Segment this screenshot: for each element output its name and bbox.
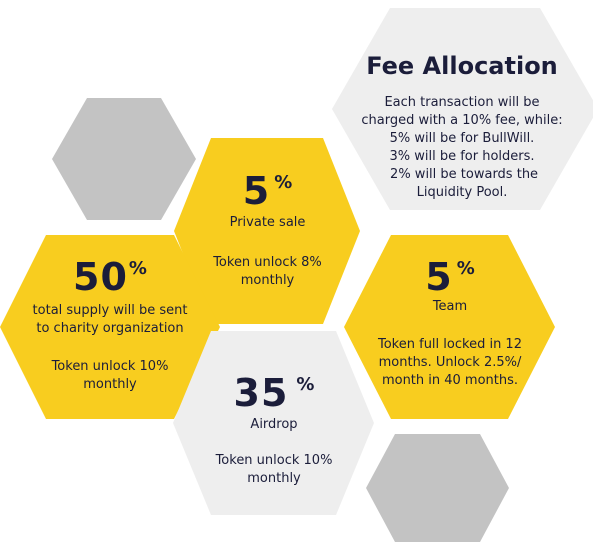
- private-sale-block: 5% Private sale Token unlock 8% monthly: [190, 172, 345, 290]
- team-note: month in 40 months.: [381, 373, 519, 388]
- airdrop-note: monthly: [247, 471, 301, 486]
- fee-line: 3% will be for holders.: [389, 149, 535, 164]
- percent-sign: %: [456, 258, 475, 279]
- team-value: 5: [425, 255, 453, 299]
- private-sale-percentage: 5%: [190, 172, 345, 210]
- charity-value: 50: [73, 255, 128, 299]
- fee-line: 2% will be towards the: [385, 167, 539, 182]
- team-note: Token full locked in 12: [378, 337, 522, 352]
- private-sale-note: Token unlock 8%: [213, 255, 322, 270]
- charity-percentage: 50%: [10, 258, 210, 296]
- percent-sign: %: [274, 172, 293, 193]
- charity-label: total supply will be sent: [32, 303, 188, 318]
- team-hexagon: [344, 235, 555, 419]
- private-sale-value: 5: [242, 169, 271, 213]
- private-sale-label: Private sale: [229, 215, 306, 230]
- team-label: Team: [432, 299, 468, 314]
- airdrop-percentage: 35%: [195, 374, 353, 412]
- charity-label: to charity organization: [36, 321, 184, 336]
- airdrop-note: Token unlock 10%: [215, 453, 333, 468]
- decorative-gray-hexagon-bottom: [366, 434, 509, 542]
- private-sale-hexagon: [174, 138, 360, 324]
- airdrop-hexagon: [173, 331, 374, 515]
- charity-block: 50% total supply will be sent to charity…: [10, 258, 210, 394]
- charity-note: monthly: [83, 377, 137, 392]
- fee-allocation-hexagon: [332, 8, 593, 210]
- percent-sign: %: [128, 258, 147, 279]
- fee-line: Each transaction will be: [384, 95, 540, 110]
- fee-line: 5% will be for BullWill.: [389, 131, 535, 146]
- charity-note: Token unlock 10%: [51, 359, 169, 374]
- decorative-gray-hexagon-top: [52, 98, 196, 220]
- airdrop-label: Airdrop: [250, 417, 298, 432]
- fee-line: charged with a 10% fee, while:: [361, 113, 563, 128]
- team-note: months. Unlock 2.5%/: [378, 355, 522, 370]
- team-percentage: 5%: [360, 258, 540, 296]
- team-block: 5% Team Token full locked in 12 months. …: [360, 258, 540, 390]
- charity-hexagon: [0, 235, 220, 419]
- fee-allocation-title: Fee Allocation: [366, 52, 558, 80]
- private-sale-note: monthly: [240, 273, 295, 288]
- airdrop-block: 35% Airdrop Token unlock 10% monthly: [195, 374, 353, 488]
- fee-allocation-block: Fee Allocation Each transaction will be …: [352, 52, 572, 202]
- fee-line: Liquidity Pool.: [416, 185, 508, 200]
- percent-sign: %: [296, 374, 315, 395]
- airdrop-value: 35: [233, 371, 289, 415]
